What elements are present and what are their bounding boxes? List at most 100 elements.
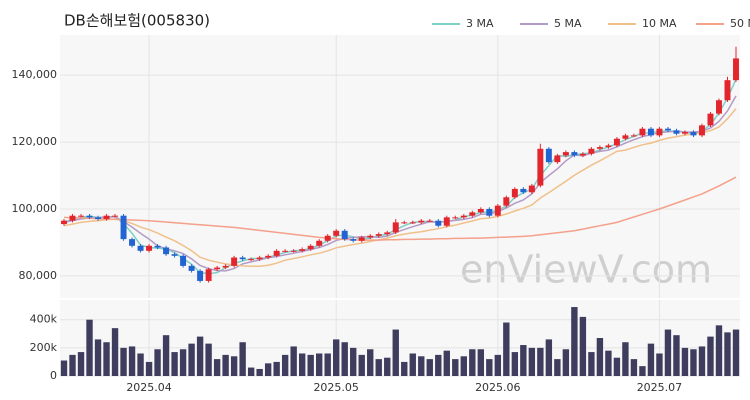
ma-line: [63, 79, 737, 275]
volume-bar: [171, 352, 178, 376]
candle-body: [256, 257, 263, 260]
volume-bar: [452, 359, 459, 376]
volume-bar: [103, 342, 110, 376]
volume-bar: [460, 356, 467, 376]
volume-bar: [494, 354, 502, 376]
candle-body: [690, 132, 697, 136]
volume-bar: [128, 346, 136, 376]
volume-bar: [664, 329, 672, 376]
x-tick-label: 2025.07: [637, 381, 683, 394]
y-tick-label: 140,000: [12, 68, 58, 81]
volume-bar: [375, 359, 382, 376]
volume-bar: [503, 322, 510, 376]
volume-bar: [307, 354, 314, 376]
volume-bar: [111, 328, 119, 376]
volume-bar: [256, 368, 263, 376]
volume-bar: [537, 347, 544, 376]
x-tick-label: 2025.04: [126, 381, 172, 394]
x-tick-label: 2025.06: [475, 381, 521, 394]
volume-bar: [77, 352, 85, 376]
volume-bar: [571, 307, 578, 376]
candle-body: [639, 128, 646, 136]
y-tick-label: 120,000: [12, 135, 58, 148]
candle-body: [316, 240, 323, 246]
candle-body: [239, 257, 246, 260]
candle-body: [673, 130, 680, 134]
candle-body: [426, 220, 433, 222]
volume-bar: [384, 357, 391, 376]
candle-body: [248, 259, 255, 261]
candle-body: [630, 135, 637, 137]
chart-title: DB손해보험(005830): [64, 12, 210, 30]
candle-body: [622, 135, 629, 139]
volume-bar: [588, 352, 595, 376]
candle-body: [358, 237, 365, 241]
volume-bar: [545, 339, 553, 376]
candle-body: [409, 222, 416, 224]
candle-body: [528, 185, 535, 193]
volume-bar: [520, 345, 527, 376]
candle-body: [384, 232, 391, 235]
candle-body: [579, 153, 586, 156]
volume-bar: [324, 353, 331, 376]
candle-body: [443, 217, 450, 226]
candle-body: [180, 255, 187, 266]
volume-bar: [333, 339, 340, 376]
volume-bar: [247, 367, 255, 376]
candle-body: [214, 267, 221, 270]
candle-body: [588, 148, 595, 154]
candle-body: [197, 270, 204, 281]
candle-body: [511, 188, 518, 198]
candle-body: [265, 255, 272, 258]
candle-body: [137, 245, 144, 251]
candle-body: [460, 215, 467, 218]
legend-label: 3 MA: [466, 17, 494, 30]
volume-bar: [562, 349, 570, 376]
volume-bar: [443, 350, 450, 376]
candle-body: [656, 128, 663, 136]
candle-body: [562, 152, 569, 156]
volume-bar: [707, 336, 714, 376]
volume-bar: [69, 354, 76, 376]
candle-body: [188, 265, 195, 271]
candle-body: [554, 155, 561, 163]
candle-body: [299, 249, 306, 251]
volume-bar: [647, 343, 655, 376]
volume-bar: [281, 354, 289, 376]
volume-bar: [94, 339, 102, 376]
candle-body: [486, 208, 493, 216]
candle-body: [477, 208, 484, 213]
volume-bar: [196, 336, 204, 376]
volume-bar: [264, 363, 272, 376]
candle-body: [596, 147, 603, 149]
x-tick-label: 2025.05: [313, 381, 359, 394]
volume-bar: [732, 329, 740, 376]
volume-bar: [622, 342, 629, 376]
candle-body: [86, 215, 93, 218]
volume-bar: [579, 316, 587, 376]
volume-bar: [154, 349, 161, 376]
volume-bar: [554, 359, 561, 376]
candle-body: [664, 128, 671, 131]
candle-body: [367, 235, 374, 238]
candle-body: [307, 245, 314, 250]
candle-body: [435, 220, 442, 226]
volume-bar: [639, 366, 646, 376]
candle-body: [129, 239, 136, 246]
candle-body: [520, 188, 527, 193]
volume-bar: [681, 347, 689, 376]
ma-line: [63, 176, 737, 241]
candle-body: [282, 250, 289, 252]
volume-bar: [435, 354, 442, 376]
candle-body: [341, 230, 348, 240]
y-tick-label: 80,000: [19, 269, 58, 282]
candle-body: [716, 100, 722, 114]
candle-body: [724, 80, 731, 101]
candle-body: [222, 265, 229, 268]
candle-body: [205, 269, 212, 281]
candle-body: [146, 245, 153, 251]
candle-body: [733, 58, 739, 81]
volume-bar: [222, 354, 229, 376]
volume-bar: [213, 359, 221, 376]
